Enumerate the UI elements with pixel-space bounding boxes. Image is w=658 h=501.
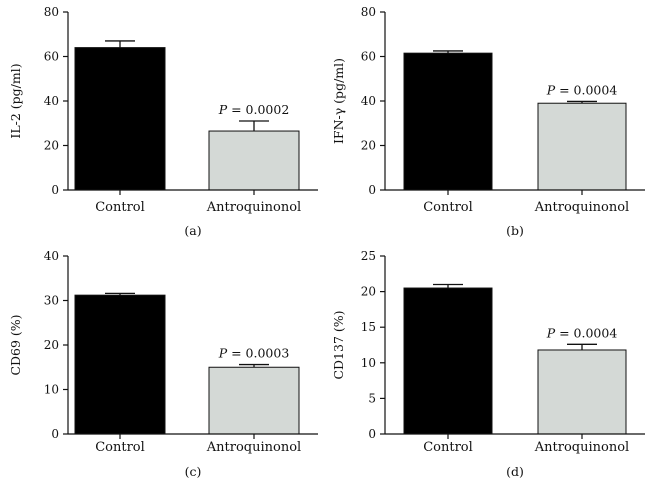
- chart-panel-il2: Control Antroquinonol 0 20 40 60 80 IL-2 (pg/ml…: [8, 5, 318, 238]
- x-tick-label-control: Control: [423, 200, 473, 215]
- y-tick-label: 20: [361, 139, 376, 153]
- y-tick-label: 10: [361, 356, 376, 370]
- y-axis-title: IL-2 (pg/ml): [8, 63, 23, 138]
- y-tick-label: 20: [44, 139, 59, 153]
- bar-antroquinonol: [208, 366, 300, 435]
- bar-control: [403, 287, 493, 435]
- x-tick-label-antroquinonol: Antroquinonol: [534, 200, 629, 215]
- y-tick-label: 80: [361, 5, 376, 19]
- x-tick-label-antroquinonol: Antroquinonol: [206, 200, 301, 215]
- y-tick-label: 60: [361, 50, 376, 64]
- panel-label: (b): [506, 223, 524, 238]
- y-tick-label: 0: [368, 183, 376, 197]
- y-tick-label: 0: [51, 183, 59, 197]
- y-tick-label: 15: [361, 320, 376, 334]
- x-tick-label-antroquinonol: Antroquinonol: [534, 440, 629, 455]
- bar-control: [403, 52, 493, 191]
- x-tick-label-control: Control: [423, 440, 473, 455]
- y-tick-label: 5: [368, 391, 376, 405]
- panel-label: (a): [184, 223, 201, 238]
- y-axis-title: CD69 (%): [8, 314, 23, 375]
- y-tick-label: 40: [361, 94, 376, 108]
- y-tick-label: 40: [44, 94, 59, 108]
- y-tick-label: 10: [44, 383, 59, 397]
- y-tick-label: 0: [368, 427, 376, 441]
- chart-panel-cd137: Control Antroquinonol 0 5 10 15 20 25 CD137 (%) P…: [331, 249, 645, 479]
- bar-control: [74, 47, 166, 191]
- y-tick-label: 60: [44, 50, 59, 64]
- bar-antroquinonol: [537, 102, 627, 191]
- y-axis-title: CD137 (%): [331, 310, 346, 379]
- y-tick-label: 25: [361, 249, 376, 263]
- panel-label: (c): [185, 464, 202, 479]
- y-tick-label: 20: [361, 285, 376, 299]
- chart-panel-ifn-gamma: Control Antroquinonol 0 20 40 60 80 IFN-γ (pg/m…: [331, 5, 645, 238]
- y-tick-label: 30: [44, 294, 59, 308]
- x-tick-label-antroquinonol: Antroquinonol: [206, 440, 301, 455]
- x-tick-label-control: Control: [95, 440, 145, 455]
- y-tick-label: 80: [44, 5, 59, 19]
- p-value-annotation: P = 0.0002: [218, 102, 290, 117]
- y-tick-label: 0: [51, 427, 59, 441]
- bar-antroquinonol: [537, 349, 627, 435]
- y-tick-label: 40: [44, 249, 59, 263]
- x-tick-label-control: Control: [95, 200, 145, 215]
- chart-panel-cd69: Control Antroquinonol 0 10 20 30 40 CD69 (%) P =…: [8, 249, 318, 479]
- y-tick-label: 20: [44, 338, 59, 352]
- bar-antroquinonol: [208, 130, 300, 191]
- panel-label: (d): [506, 464, 524, 479]
- y-axis-title: IFN-γ (pg/ml): [331, 58, 346, 144]
- p-value-annotation: P = 0.0004: [546, 82, 618, 97]
- p-value-annotation: P = 0.0003: [218, 346, 290, 361]
- bar-control: [74, 294, 166, 435]
- p-value-annotation: P = 0.0004: [546, 325, 618, 340]
